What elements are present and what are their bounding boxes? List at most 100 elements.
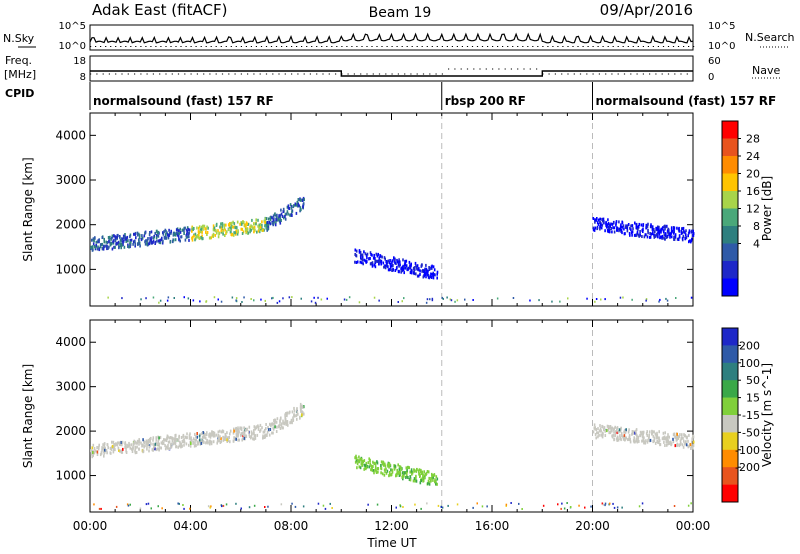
velocity_panel-scatter-cell (253, 425, 256, 429)
power_panel-scatter-cell (243, 221, 245, 224)
power_panel-scatter-cell (223, 223, 226, 227)
velocity_panel-colorbar-tick-label: -15 (742, 409, 760, 422)
velocity_panel-scatter-cell (226, 440, 229, 443)
velocity_panel-scatter-cell (272, 431, 274, 435)
velocity_panel-ground-echo (267, 505, 269, 508)
power_panel-scatter-cell (296, 201, 299, 204)
power_panel-scatter-cell (120, 243, 122, 247)
velocity_panel-scatter-cell (194, 432, 196, 436)
power_panel-colorbar-tick-label: 16 (746, 185, 760, 198)
power_panel-scatter-cell (421, 269, 423, 273)
power_panel-scatter-cell (657, 225, 659, 229)
power_panel-scatter-cell (360, 256, 362, 260)
power_panel-scatter-cell (631, 230, 634, 234)
power_panel-scatter-cell (212, 228, 215, 232)
power_panel-scatter-cell (271, 221, 274, 225)
velocity_panel-scatter-cell (386, 463, 389, 467)
power_panel-scatter-cell (599, 225, 601, 229)
power_panel-scatter-cell (267, 227, 269, 231)
velocity_panel-scatter-cell (125, 446, 127, 450)
velocity_panel-scatter-cell (417, 469, 420, 473)
power_panel-scatter-cell (114, 239, 117, 243)
power_panel-scatter-cell (417, 274, 420, 278)
velocity_panel-scatter-cell (358, 455, 360, 459)
velocity_panel-scatter-cell (219, 435, 221, 439)
xtick-label: 00:00 (73, 519, 108, 533)
velocity_panel-scatter-cell (603, 426, 606, 430)
power_panel-ground-echo (450, 299, 453, 302)
power_panel-scatter-cell (666, 229, 669, 233)
velocity_panel-scatter-cell (120, 450, 123, 454)
velocity_panel-scatter-cell (620, 438, 622, 442)
velocity_panel-scatter-cell (276, 417, 279, 421)
power_panel-scatter-cell (98, 240, 100, 244)
velocity_panel-ylabel: Slant Range [km] (21, 364, 35, 468)
velocity_panel-scatter-cell (96, 453, 99, 456)
power_panel-scatter-cell (123, 236, 125, 240)
power_panel-scatter-cell (670, 227, 673, 231)
velocity_panel-scatter-cell (126, 445, 129, 449)
power_panel-scatter-cell (165, 236, 167, 240)
velocity_panel-scatter-cell (218, 429, 221, 433)
velocity_panel-scatter-cell (635, 429, 637, 433)
power_panel-ground-echo (159, 299, 162, 302)
velocity_panel-scatter-cell (390, 472, 393, 476)
power_panel-scatter-cell (594, 220, 596, 224)
velocity_panel-scatter-cell (433, 473, 436, 477)
power_panel-scatter-cell (253, 225, 256, 229)
power_panel-scatter-cell (658, 228, 660, 232)
velocity_panel-scatter-cell (173, 441, 176, 445)
velocity_panel-scatter-cell (609, 425, 612, 428)
velocity_panel-colorbar-tick-label: 200 (739, 339, 760, 352)
power_panel-scatter-cell (173, 233, 176, 237)
velocity_panel-scatter-cell (668, 441, 670, 445)
velocity_panel-scatter-cell (681, 433, 683, 437)
power_panel-scatter-cell (620, 228, 623, 232)
velocity_panel-scatter-cell (232, 431, 235, 435)
velocity_panel-scatter-cell (280, 422, 283, 426)
velocity_panel-scatter-cell (199, 442, 202, 446)
power_panel-scatter-cell (391, 268, 393, 272)
velocity_panel-scatter-cell (683, 433, 685, 437)
power_panel-scatter-cell (622, 224, 625, 228)
power_panel-ground-echo (276, 301, 279, 304)
velocity_panel-scatter-cell (380, 466, 382, 470)
power_panel-scatter-cell (433, 268, 436, 272)
power_panel-scatter-cell (656, 227, 659, 231)
velocity_panel-scatter-cell (624, 438, 626, 442)
power_panel-ground-echo (425, 301, 428, 304)
velocity_panel-scatter-cell (257, 425, 260, 429)
velocity_panel-scatter-cell (121, 443, 123, 447)
power_panel-scatter-cell (416, 274, 419, 278)
velocity_panel-scatter-cell (160, 446, 162, 450)
velocity_panel-scatter-cell (391, 470, 394, 474)
velocity_panel-scatter-cell (675, 438, 678, 442)
velocity_panel-scatter-cell (266, 430, 269, 434)
velocity_panel-scatter-cell (157, 438, 160, 442)
velocity_panel-scatter-cell (686, 436, 688, 440)
power_panel-scatter-cell (125, 237, 128, 241)
velocity_panel-scatter-cell (356, 466, 358, 470)
power_panel-scatter-cell (361, 261, 363, 265)
power_panel-scatter-cell (247, 231, 250, 235)
velocity_panel-scatter-cell (633, 436, 635, 440)
power_panel-ground-echo (358, 301, 361, 304)
power_panel-scatter-cell (299, 206, 302, 210)
power_panel-scatter-cell (179, 227, 181, 231)
velocity_panel-scatter-cell (649, 438, 652, 442)
velocity_panel-scatter-cell (595, 436, 597, 440)
velocity_panel-scatter-cell (646, 434, 649, 437)
power_panel-scatter-cell (653, 228, 655, 231)
velocity_panel-scatter-cell (186, 432, 188, 436)
velocity_panel-scatter-cell (593, 426, 596, 430)
power_panel-scatter-cell (360, 257, 363, 261)
power_panel-ground-echo (288, 296, 291, 299)
xtick-label: 08:00 (274, 519, 309, 533)
velocity_panel-scatter-cell (138, 438, 140, 442)
power_panel-scatter-cell (252, 227, 254, 231)
power_panel-scatter-cell (134, 240, 136, 244)
power_panel-scatter-cell (175, 228, 178, 232)
power_panel-scatter-cell (202, 225, 204, 228)
power_panel-scatter-cell (120, 246, 122, 250)
velocity_panel-scatter-cell (196, 432, 198, 435)
